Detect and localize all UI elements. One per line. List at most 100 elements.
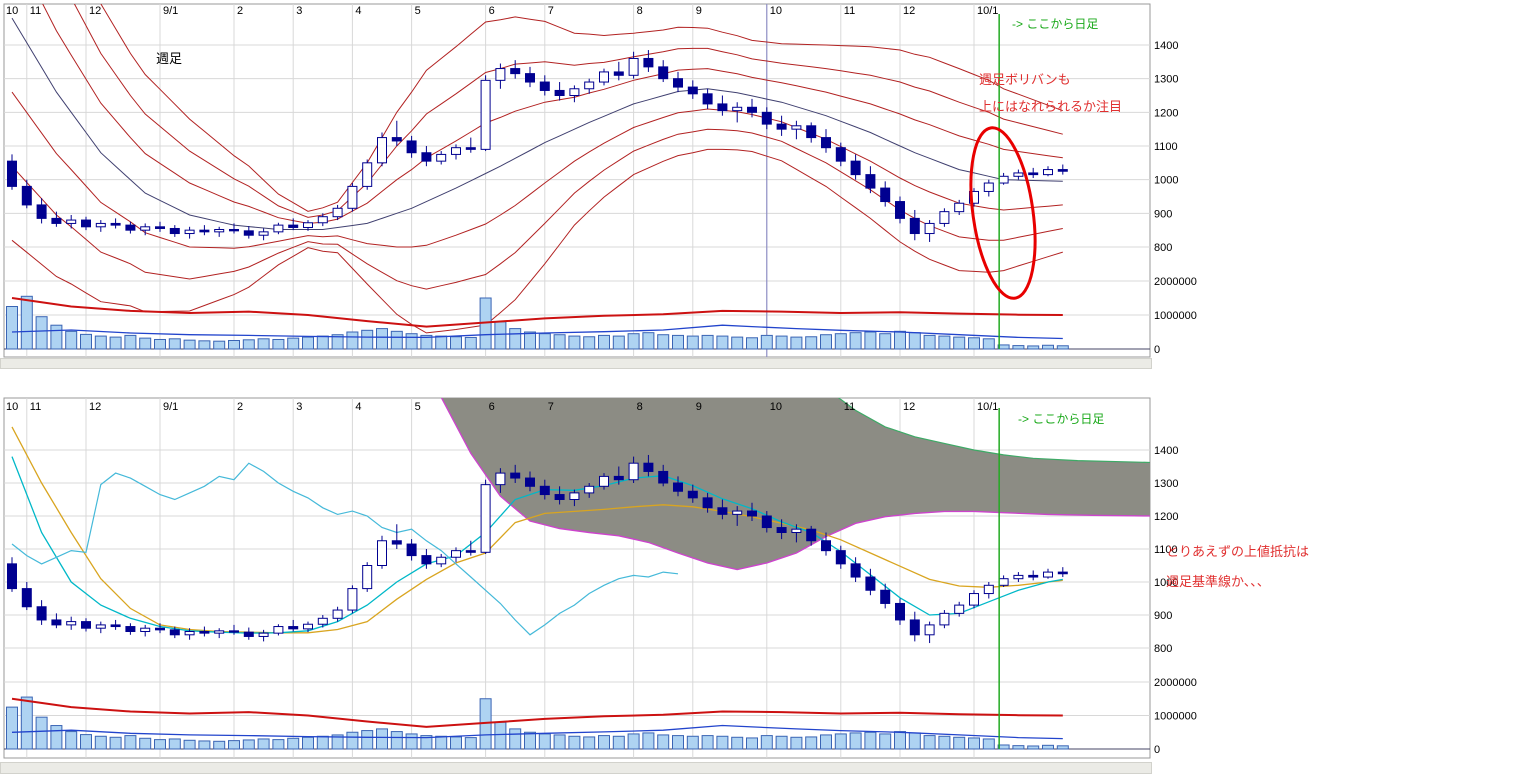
volume-bar [612, 735, 625, 750]
volume-bar [435, 735, 448, 750]
candle-body [421, 555, 432, 565]
candle-body [761, 515, 772, 529]
volume-bar [80, 333, 92, 350]
volume-bar [228, 340, 240, 350]
x-axis-label: 12 [89, 401, 101, 413]
volume-bar [464, 737, 477, 750]
candle-body [199, 229, 210, 233]
candle-body [81, 621, 91, 629]
volume-bar [997, 344, 1010, 350]
volume-bar [1056, 345, 1069, 350]
candle-body [258, 231, 269, 236]
volume-bar [790, 336, 803, 350]
volume-bar [1027, 345, 1040, 350]
volume-bar [1056, 745, 1069, 750]
volume-bar [50, 324, 63, 350]
volume-bar [657, 334, 670, 350]
volume-bar [982, 738, 995, 750]
candle-body [939, 612, 950, 626]
candle-body [525, 73, 535, 83]
volume-bar [849, 332, 862, 350]
bollinger-band-line [73, 4, 1063, 218]
volume-bar [405, 333, 418, 350]
volume-bar [1012, 345, 1025, 350]
candle-body [791, 528, 802, 534]
candle-body [7, 160, 17, 187]
weekly-ichimoku-chart: 1400 1300 1200 1100 1000 900 800 2000000 1000000… [3, 397, 1197, 759]
volume-bar [894, 731, 906, 750]
volume-bar [450, 736, 462, 750]
x-axis-label: 11 [844, 5, 855, 17]
volume-bar [834, 733, 847, 750]
volume-bar [20, 295, 33, 350]
candle-body [895, 602, 905, 621]
candle-body [495, 68, 506, 81]
candle-body [229, 630, 239, 633]
candle-body [983, 182, 994, 192]
volume-axis-label: 2000000 [1154, 677, 1197, 689]
x-axis-label: 4 [355, 5, 361, 17]
volume-bar [598, 334, 610, 350]
candle-body [332, 609, 343, 619]
horizontal-scrollbar-top[interactable] [0, 358, 1152, 369]
candle-body [406, 543, 417, 557]
x-axis-label: 10 [770, 5, 782, 17]
volume-ma-slow-line [11, 697, 1063, 728]
candle-body [214, 228, 225, 233]
volume-bar [450, 336, 462, 350]
volume-axis-label: 0 [1154, 344, 1160, 356]
candle-body [539, 485, 550, 496]
candle-body [214, 630, 225, 634]
candle-body [495, 472, 506, 486]
candle-body [1057, 571, 1068, 575]
volume-bar [50, 725, 63, 750]
price-axis-label: 1000 [1154, 577, 1178, 589]
candle-body [1013, 574, 1024, 580]
candle-body [362, 565, 373, 590]
ichimoku-cloud [441, 398, 1150, 570]
volume-bar [168, 338, 181, 350]
candle-body [599, 71, 609, 83]
candle-body [806, 125, 817, 139]
volume-bar [242, 339, 255, 350]
candle-body [732, 510, 743, 515]
candle-body [747, 510, 757, 517]
volume-bar [124, 735, 137, 750]
candle-body [7, 563, 17, 590]
volume-bar [775, 335, 788, 350]
volume-bar [198, 740, 211, 750]
bollinger-note-line2: 上にはなれられるか注目 [979, 99, 1123, 114]
resistance-note: とりあえずの上値抵抗は 週足基準線か、、、 [1166, 537, 1309, 597]
candle-body [317, 617, 328, 625]
volume-bar [287, 737, 300, 750]
volume-bar [805, 736, 818, 750]
daily-start-note-bottom: -> ここから日足 [1018, 412, 1105, 426]
volume-bar [302, 336, 314, 350]
candle-body [702, 93, 713, 105]
horizontal-scrollbar-bottom[interactable] [0, 762, 1152, 774]
volume-bar [879, 733, 892, 750]
volume-bar [538, 333, 551, 350]
volume-bar [509, 328, 522, 350]
x-axis-label: 12 [903, 5, 915, 17]
volume-bar [908, 732, 921, 750]
price-axis-label: 1400 [1154, 445, 1178, 457]
volume-bar [287, 337, 300, 350]
volume-bar [124, 334, 137, 350]
candle-body [436, 556, 447, 565]
senkou-span-b-line [837, 398, 1150, 464]
volume-bar [420, 735, 433, 750]
volume-bar [746, 737, 758, 750]
volume-bar [968, 737, 980, 750]
volume-bar [272, 739, 285, 750]
candle-body [924, 624, 935, 636]
candle-body [510, 68, 521, 75]
candle-body [569, 492, 580, 500]
candle-body [1043, 169, 1053, 176]
volume-bar [154, 739, 166, 750]
bollinger-note: 週足ボリバンも 上にはなれられるか注目 [979, 66, 1122, 120]
x-axis-label: 10 [6, 5, 18, 17]
volume-bar [94, 335, 107, 350]
volume-bar [716, 335, 729, 350]
candle-body [273, 626, 284, 634]
